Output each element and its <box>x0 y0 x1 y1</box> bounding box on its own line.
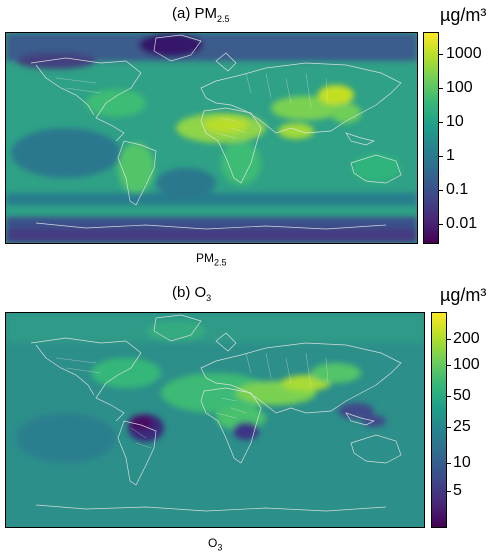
colorbar-tick-label: 5 <box>453 482 462 499</box>
colorbar-tick-mark <box>446 339 451 340</box>
colorbar-tick-label: 0.1 <box>446 181 469 198</box>
colorbar-tick-label: 1000 <box>446 45 482 62</box>
colorbar-tick-label: 25 <box>453 418 471 435</box>
colorbar-tick-mark <box>446 463 451 464</box>
colorbar-tick-label: 50 <box>453 387 471 404</box>
colorbar-tick-label: 1 <box>446 147 455 164</box>
caption-o3: O3 <box>208 536 223 553</box>
colorbar-o3 <box>431 312 447 528</box>
colorbar-tick-label: 200 <box>453 330 480 347</box>
map-pm25 <box>5 32 418 244</box>
map-o3 <box>5 312 425 528</box>
colorbar-tick-label: 100 <box>453 356 480 373</box>
colorbar-tick-mark <box>438 156 443 157</box>
colorbar-tick-mark <box>446 491 451 492</box>
colorbar-tick-label: 10 <box>453 454 471 471</box>
colorbar-unit-o3: µg/m³ <box>440 285 487 305</box>
colorbar-tick-mark <box>446 396 451 397</box>
panel-title-o3: (b) O3 <box>172 284 212 303</box>
caption-pm25: PM2.5 <box>196 251 227 268</box>
colorbar-tick-label: 10 <box>446 113 464 130</box>
colorbar-tick-mark <box>438 88 443 89</box>
colorbar-tick-mark <box>446 427 451 428</box>
panel-pm25: (a) PM2.5 <box>5 5 487 268</box>
world-map-pm25 <box>6 33 417 243</box>
colorbar-tick-mark <box>438 122 443 123</box>
colorbar-tick-mark <box>438 224 443 225</box>
colorbar-pm25 <box>423 32 439 244</box>
panel-title-pm25: (a) PM2.5 <box>172 5 230 24</box>
world-map-o3 <box>6 313 424 527</box>
panel-o3: (b) O3 <box>0 277 500 554</box>
colorbar-tick-mark <box>438 54 443 55</box>
colorbar-tick-label: 100 <box>446 79 473 96</box>
colorbar-unit-pm25: µg/m³ <box>440 5 487 25</box>
colorbar-tick-mark <box>446 365 451 366</box>
colorbar-tick-label: 0.01 <box>446 215 478 232</box>
colorbar-tick-mark <box>438 190 443 191</box>
